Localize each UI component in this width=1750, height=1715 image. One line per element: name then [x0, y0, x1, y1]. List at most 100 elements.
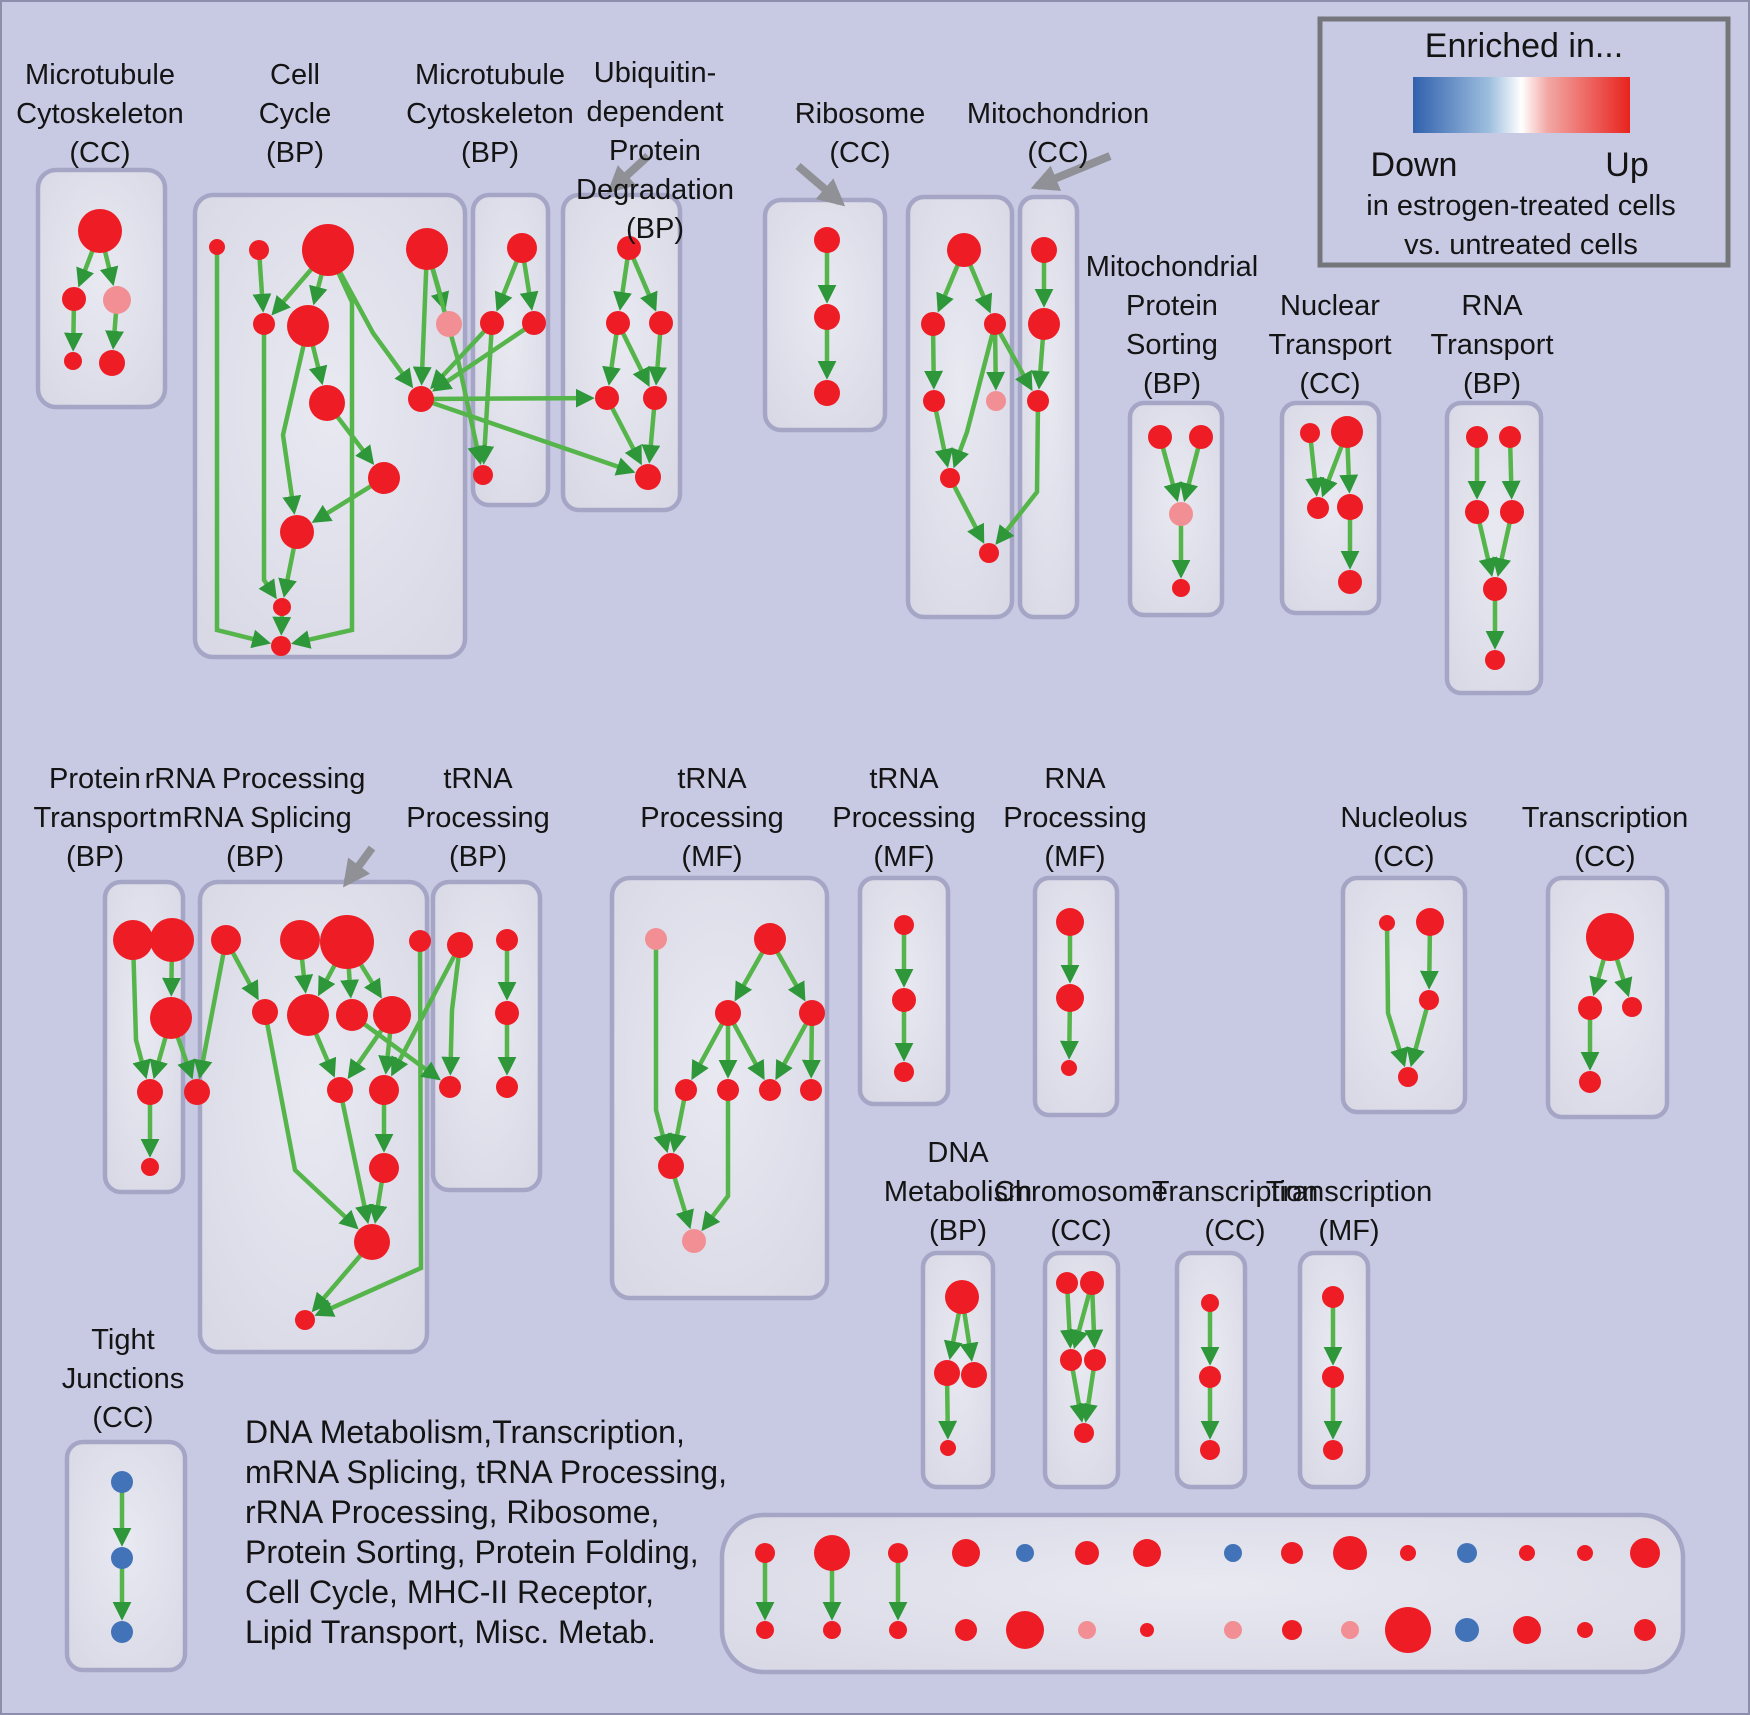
go-term-node: [209, 239, 225, 255]
go-term-node: [1189, 425, 1213, 449]
go-term-node: [645, 928, 667, 950]
go-term-node: [369, 1075, 399, 1105]
legend-box: [1317, 16, 1731, 268]
go-term-node: [595, 386, 619, 410]
group-label-ubiquitin-a: Ubiquitin-: [594, 57, 717, 89]
labels-layer: Microtubule Cytoskeleton (CC) Cell Cycle (BP)…: [16, 57, 1688, 1434]
nodes-layer: [62, 209, 1660, 1653]
group-label-mito-sorting: Sorting: [1126, 329, 1218, 361]
go-term-node: [480, 311, 504, 335]
group-label-tight-junctions: (CC): [92, 1402, 153, 1434]
go-edge: [475, 322, 495, 465]
go-term-node: [934, 1360, 960, 1386]
go-term-node: [940, 468, 960, 488]
group-label-transcription-mf: Transcription: [1266, 1176, 1433, 1208]
go-term-node: [617, 236, 641, 260]
go-term-node: [99, 350, 125, 376]
go-term-node: [473, 465, 493, 485]
group-box-transcription-cc-row2: [1545, 875, 1670, 1120]
group-label-protein-transport: Protein: [49, 763, 141, 795]
go-edge: [993, 322, 1033, 392]
go-term-node: [369, 1153, 399, 1183]
go-term-node: [1379, 915, 1395, 931]
go-edge: [314, 940, 424, 1317]
go-term-node: [447, 932, 473, 958]
go-term-node: [756, 1621, 774, 1639]
annotation-arrows-layer: [342, 152, 1112, 888]
go-term-node: [1031, 237, 1057, 263]
group-label-rrna: (BP): [226, 841, 284, 873]
go-term-node: [273, 598, 291, 616]
go-term-node: [1307, 497, 1329, 519]
go-edge: [995, 400, 1041, 545]
go-term-node: [894, 1062, 914, 1082]
group-label-microtubule-bp: (BP): [461, 137, 519, 169]
group-label-trna-mf-small: tRNA: [869, 763, 939, 795]
go-term-node: [1140, 1623, 1154, 1637]
go-term-node: [799, 1000, 825, 1026]
go-edge: [1406, 999, 1432, 1068]
go-term-node: [373, 996, 411, 1034]
go-term-node: [814, 304, 840, 330]
go-term-node: [986, 391, 1006, 411]
group-box-nucleolus: [1340, 875, 1468, 1115]
group-label-dna-metabolism: (BP): [929, 1215, 987, 1247]
go-term-node: [894, 915, 914, 935]
go-term-node: [249, 240, 269, 260]
go-term-node: [495, 1001, 519, 1025]
go-term-node: [408, 386, 434, 412]
go-edge: [432, 321, 536, 392]
group-label-trna-mf-small: Processing: [832, 802, 975, 834]
go-edge: [701, 1090, 731, 1232]
go-term-node: [715, 1000, 741, 1026]
go-edge: [420, 396, 636, 476]
go-term-node: [1338, 570, 1362, 594]
go-term-node: [1322, 1286, 1344, 1308]
go-term-node: [409, 930, 431, 952]
go-term-node: [1281, 1542, 1303, 1564]
go-term-node: [1466, 426, 1488, 448]
go-term-node: [280, 920, 320, 960]
group-label-nuclear-transport: Nuclear: [1280, 290, 1380, 322]
go-term-node: [1016, 1544, 1034, 1562]
go-edge: [391, 943, 462, 1077]
group-label-mito-sorting: Protein: [1126, 290, 1218, 322]
legend-title: Enriched in...: [1425, 27, 1623, 65]
go-term-node: [1586, 913, 1634, 961]
go-term-node: [961, 1362, 987, 1388]
go-term-node: [1499, 426, 1521, 448]
go-term-node: [1056, 1272, 1078, 1294]
group-label-cell-cycle: Cell: [270, 59, 320, 91]
group-label-transcription-cc-row2: Transcription: [1522, 802, 1689, 834]
go-term-node: [309, 385, 345, 421]
go-term-node: [1061, 1060, 1077, 1076]
go-term-node: [1400, 1545, 1416, 1561]
go-term-node: [889, 1621, 907, 1639]
group-label-trna-mf-large: (MF): [681, 841, 742, 873]
group-label-nuclear-transport: (CC): [1299, 368, 1360, 400]
group-label-ubiquitin-a: (BP): [626, 213, 684, 245]
go-edge: [193, 939, 229, 1079]
group-box-rna-transport: [1444, 400, 1544, 696]
group-label-ubiquitin-a: dependent: [586, 96, 723, 128]
group-label-microtubule-bp: Microtubule: [415, 59, 565, 91]
go-term-node: [1333, 1536, 1367, 1570]
go-term-node: [295, 1310, 315, 1330]
group-box-chromosome: [1042, 1250, 1121, 1490]
go-edge: [1384, 922, 1409, 1068]
go-term-node: [658, 1153, 684, 1179]
go-term-node: [1169, 502, 1193, 526]
label-pointer-arrow: [795, 162, 846, 207]
go-term-node: [1579, 1071, 1601, 1093]
go-term-node: [1578, 996, 1602, 1020]
group-label-transcription-mf: (MF): [1318, 1215, 1379, 1247]
group-label-transcription-cc-row2: (CC): [1574, 841, 1635, 873]
go-edge: [424, 248, 487, 465]
go-term-node: [1341, 1621, 1359, 1639]
legend-subtitle-line1: in estrogen-treated cells: [1366, 190, 1676, 222]
go-term-node: [103, 286, 131, 314]
go-term-node: [252, 999, 278, 1025]
go-term-node: [1577, 1622, 1593, 1638]
go-edge: [291, 249, 355, 649]
